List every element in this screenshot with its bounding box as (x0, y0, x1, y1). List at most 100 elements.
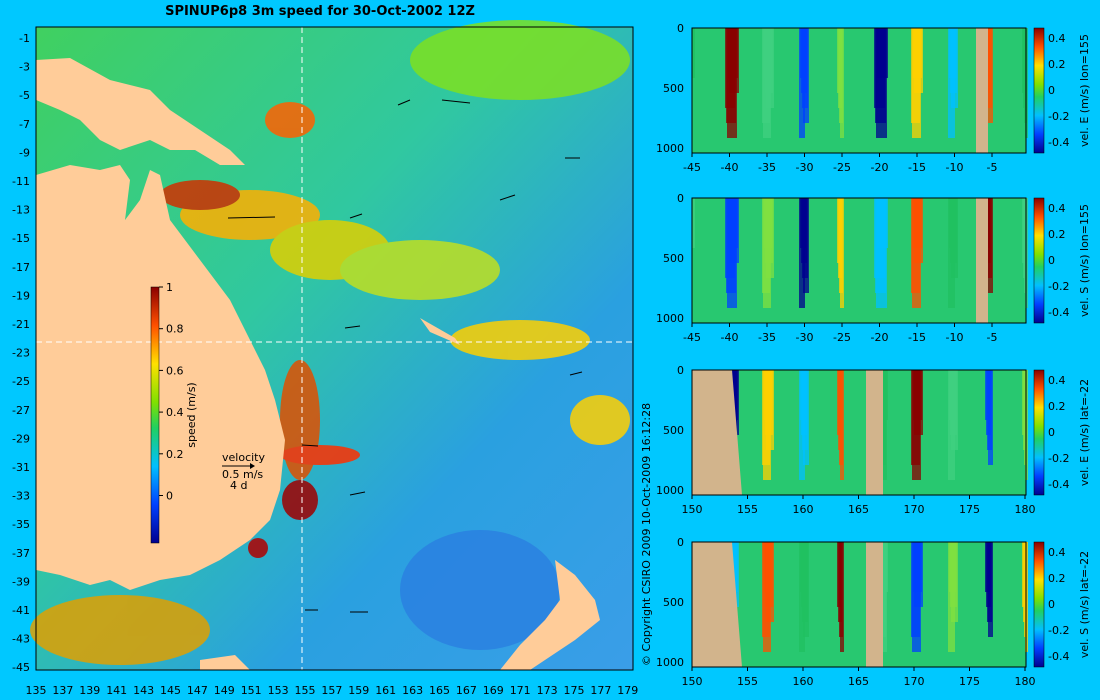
lat-tick-label: -29 (12, 432, 30, 445)
lat-tick-label: -11 (12, 175, 30, 188)
panel-y-tick-label: 0 (677, 22, 684, 35)
panel-x-tick-label: -10 (946, 161, 964, 174)
panel-y-tick-label: 1000 (656, 656, 684, 669)
colorbar-tick-label: 1 (166, 281, 173, 294)
velocity-vectors (227, 99, 583, 613)
lon-tick-label: 165 (429, 684, 450, 697)
panel-colorbar-tick: 0.4 (1048, 374, 1066, 387)
panel-x-tick-label: 170 (904, 503, 925, 516)
panel-colorbar-tick: 0 (1048, 254, 1055, 267)
section-panel: -45 -40 -35 -30 -25 -20 -15 -10 -5 0 500 1000 0.4 0.2… (656, 192, 1091, 344)
panel-label: vel. S (m/s) lat=-22 (1078, 551, 1091, 658)
lat-tick-label: -13 (12, 204, 30, 217)
lon-tick-label: 135 (26, 684, 47, 697)
copyright-note: © Copyright CSIRO 2009 10-Oct-2009 16:12… (640, 402, 653, 666)
map-colorbar: 1 0.8 0.6 0.4 0.2 0 speed (m/s) (150, 281, 198, 544)
lat-tick-label: -17 (12, 261, 30, 274)
lat-tick-label: -7 (19, 118, 30, 131)
panel-x-tick-label: -5 (987, 161, 998, 174)
lon-tick-label: 171 (510, 684, 531, 697)
panel-x-tick-label: 180 (1015, 675, 1036, 688)
panel-x-tick-label: 160 (793, 675, 814, 688)
lat-tick-label: -23 (12, 347, 30, 360)
panel-y-tick-label: 0 (677, 192, 684, 205)
panel-x-tick-label: 165 (848, 675, 869, 688)
page-title: SPINUP6p8 3m speed for 30-Oct-2002 12Z (165, 4, 475, 19)
panel-x-tick-label: 170 (904, 675, 925, 688)
panel-colorbar-tick: 0.4 (1048, 202, 1066, 215)
panel-x-tick-label: 165 (848, 503, 869, 516)
lon-tick-label: 157 (321, 684, 342, 697)
panel-colorbar-tick: -0.4 (1048, 306, 1069, 319)
lat-tick-label: -41 (12, 604, 30, 617)
speed-patches (30, 20, 630, 665)
panel-x-tick-label: 175 (959, 675, 980, 688)
panel-x-tick-label: -45 (683, 161, 701, 174)
panel-y-tick-label: 500 (663, 252, 684, 265)
lon-tick-label: 175 (564, 684, 585, 697)
panel-y-tick-label: 0 (677, 536, 684, 549)
land-new-guinea (36, 58, 245, 165)
velocity-legend-days: 4 d (230, 479, 247, 492)
land-new-zealand (500, 560, 600, 670)
panel-y-tick-label: 500 (663, 424, 684, 437)
panel-x-tick-label: 150 (682, 675, 703, 688)
lat-tick-label: -45 (12, 661, 30, 674)
lat-tick-label: -15 (12, 232, 30, 245)
lon-tick-label: 145 (160, 684, 181, 697)
lon-tick-label: 173 (537, 684, 558, 697)
land-tasmania (200, 655, 250, 670)
panel-x-tick-label: -25 (833, 331, 851, 344)
section-panel: 150 155 160 165 170 175 180 0 500 1000 0.4 0.2 0 -0.2… (656, 536, 1091, 688)
panel-x-tick-label: -15 (908, 331, 926, 344)
lat-tick-label: -3 (19, 61, 30, 74)
panel-colorbar-tick: -0.4 (1048, 650, 1069, 663)
panel-x-tick-label: -15 (908, 161, 926, 174)
lat-tick-labels: -1 -3 -5 -7 -9 -11 -13 -15 -17 -19 -21 -23 -25 -27 -29… (12, 32, 30, 674)
speed-map (30, 20, 634, 671)
panel-colorbar-tick: 0.4 (1048, 546, 1066, 559)
panel-colorbar-tick: 0.2 (1048, 58, 1066, 71)
panel-colorbar-tick: 0 (1048, 598, 1055, 611)
lat-tick-label: -27 (12, 404, 30, 417)
lon-tick-label: 155 (295, 684, 316, 697)
section-panels: -45 -40 -35 -30 -25 -20 -15 -10 -5 0 500 1000 0.4 0.2… (656, 22, 1091, 688)
panel-y-tick-label: 1000 (656, 312, 684, 325)
panel-colorbar-tick: -0.4 (1048, 136, 1069, 149)
lat-tick-label: -19 (12, 289, 30, 302)
lon-tick-label: 139 (79, 684, 100, 697)
lon-tick-labels: 135 137 139 141 143 145 147 149 151 153 155 157 159 1… (26, 684, 639, 697)
land-new-caledonia (420, 318, 460, 345)
panel-label: vel. S (m/s) lon=155 (1078, 204, 1091, 317)
colorbar-tick-label: 0.2 (166, 448, 184, 461)
land-australia (36, 165, 285, 590)
panel-label: vel. E (m/s) lon=155 (1078, 34, 1091, 147)
panel-y-tick-label: 0 (677, 364, 684, 377)
lat-tick-label: -33 (12, 490, 30, 503)
lat-tick-label: -37 (12, 547, 30, 560)
panel-x-tick-label: -10 (946, 331, 964, 344)
velocity-legend: velocity 0.5 m/s 4 d (222, 451, 265, 492)
panel-colorbar-tick: 0.2 (1048, 228, 1066, 241)
lat-tick-label: -43 (12, 633, 30, 646)
panel-x-tick-label: -35 (758, 331, 776, 344)
lat-tick-label: -39 (12, 575, 30, 588)
lat-tick-label: -5 (19, 89, 30, 102)
panel-x-tick-label: 155 (737, 675, 758, 688)
colorbar-label: speed (m/s) (185, 382, 198, 447)
panel-y-tick-label: 1000 (656, 484, 684, 497)
panel-colorbar-tick: -0.2 (1048, 452, 1069, 465)
colorbar-tick-label: 0 (166, 490, 173, 503)
panel-colorbar-tick: -0.2 (1048, 280, 1069, 293)
colorbar-tick-label: 0.4 (166, 406, 184, 419)
lon-tick-label: 161 (375, 684, 396, 697)
lon-tick-label: 137 (52, 684, 73, 697)
panel-colorbar-tick: 0.2 (1048, 400, 1066, 413)
lat-tick-label: -9 (19, 146, 30, 159)
lon-tick-label: 177 (590, 684, 611, 697)
panel-colorbar-tick: -0.4 (1048, 478, 1069, 491)
panel-x-tick-label: 180 (1015, 503, 1036, 516)
velocity-legend-speed: 0.5 m/s (222, 468, 263, 481)
colorbar-tick-label: 0.6 (166, 364, 184, 377)
